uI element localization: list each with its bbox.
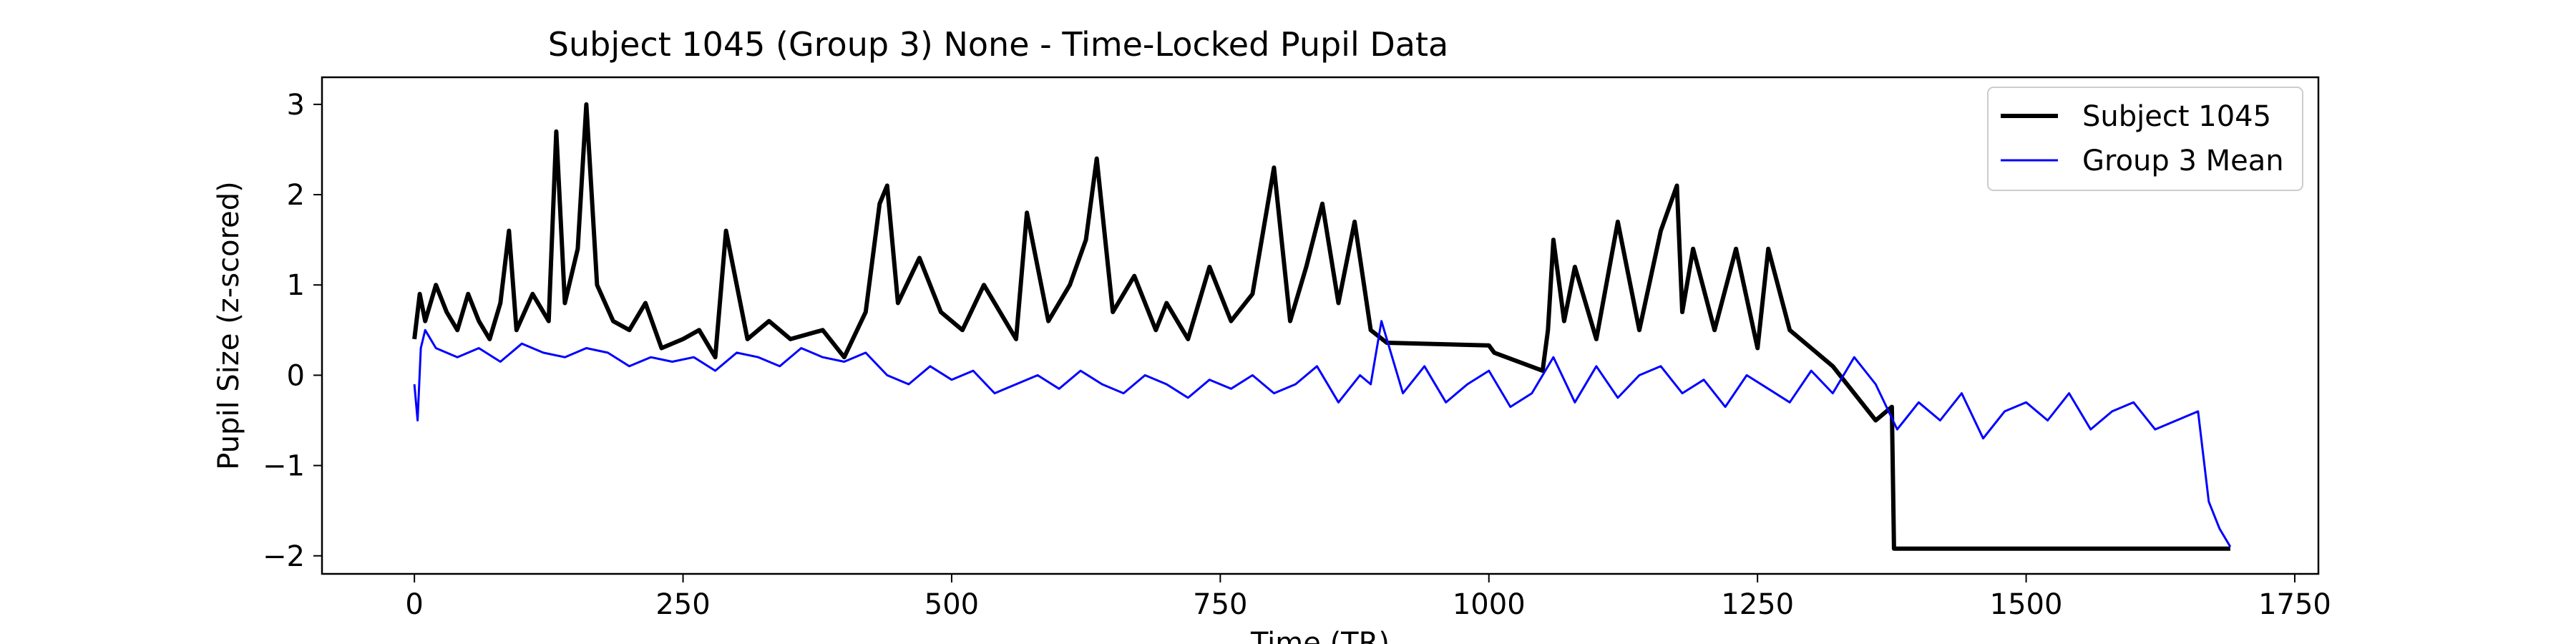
x-tick-label: 750 — [1193, 588, 1247, 621]
series-line-group-mean — [413, 320, 2232, 547]
plot-frame — [321, 76, 2320, 575]
x-tick-label: 250 — [655, 588, 710, 621]
chart-title: Subject 1045 (Group 3) None - Time-Locke… — [548, 25, 1448, 64]
y-tick-label: 2 — [287, 179, 305, 212]
legend-label-group-mean: Group 3 Mean — [2082, 145, 2284, 177]
x-tick-label: 1500 — [1990, 588, 2063, 621]
x-tick-label: 1000 — [1453, 588, 1526, 621]
x-tick-label: 0 — [405, 588, 423, 621]
legend: Subject 1045 Group 3 Mean — [1987, 87, 2303, 191]
y-tick-label: 3 — [287, 89, 305, 122]
y-tick-label: 1 — [287, 269, 305, 302]
series-line-subject — [412, 102, 2230, 551]
y-axis-label: Pupil Size (z-scored) — [213, 181, 245, 469]
x-tick-label: 500 — [924, 588, 979, 621]
x-tick-label: 1750 — [2258, 588, 2331, 621]
x-tick-label: 1250 — [1721, 588, 1794, 621]
y-tick-label: 0 — [287, 359, 305, 392]
y-tick-label: −2 — [263, 540, 305, 573]
legend-box — [1987, 87, 2303, 191]
legend-label-subject: Subject 1045 — [2082, 100, 2271, 133]
x-axis-label: Time (TR) — [1250, 627, 1390, 644]
y-tick-label: −1 — [263, 450, 305, 483]
